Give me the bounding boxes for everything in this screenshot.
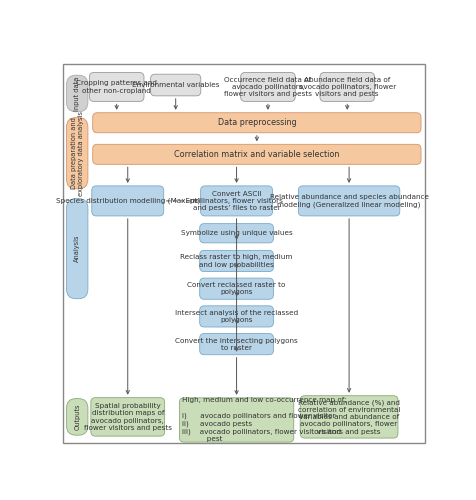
FancyBboxPatch shape: [93, 112, 421, 133]
FancyBboxPatch shape: [89, 72, 144, 102]
FancyBboxPatch shape: [200, 334, 274, 354]
FancyBboxPatch shape: [91, 398, 165, 436]
Text: Input data: Input data: [74, 76, 80, 110]
Text: Abundance field data of
avocado pollinators, flower
visitors and pests: Abundance field data of avocado pollinat…: [298, 76, 396, 97]
Text: Relative abundance (%) and
correlation of environmental
variables and abundance : Relative abundance (%) and correlation o…: [298, 399, 400, 434]
Text: Species distribution modelling (MaxEnt): Species distribution modelling (MaxEnt): [56, 198, 200, 204]
Text: Relative abundance and species abundance
modeling (Generalized linear modeling): Relative abundance and species abundance…: [269, 194, 428, 208]
Text: Convert ASCII
pollinators, flower visitors
and pests’ files to raster: Convert ASCII pollinators, flower visito…: [190, 190, 283, 211]
FancyBboxPatch shape: [67, 398, 88, 435]
FancyBboxPatch shape: [67, 75, 88, 112]
FancyBboxPatch shape: [241, 72, 295, 102]
FancyBboxPatch shape: [93, 144, 421, 165]
Text: Data preparation and
exploratory data analysis: Data preparation and exploratory data an…: [71, 110, 84, 196]
Text: Reclass raster to high, medium
and low probabilities: Reclass raster to high, medium and low p…: [180, 254, 293, 268]
Text: Convert reclassed raster to
polygons: Convert reclassed raster to polygons: [188, 282, 286, 296]
Text: Occurrence field data of
avocado pollinators,
flower visitors and pests: Occurrence field data of avocado pollina…: [224, 76, 312, 97]
Text: Symbolize using unique values: Symbolize using unique values: [181, 230, 292, 236]
FancyBboxPatch shape: [150, 74, 201, 96]
FancyBboxPatch shape: [67, 118, 88, 189]
Text: High, medium and low co-occurrence map of;

i)      avocado pollinators and flow: High, medium and low co-occurrence map o…: [182, 398, 347, 442]
Text: Outputs: Outputs: [74, 404, 80, 430]
Text: Cropping patterns and
other non-cropland: Cropping patterns and other non-cropland: [76, 80, 157, 94]
Text: Spatial probability
distribution maps of
avocado pollinators,
flower visitors an: Spatial probability distribution maps of…: [84, 403, 172, 431]
FancyBboxPatch shape: [200, 278, 274, 299]
Text: Convert the intersecting polygons
to raster: Convert the intersecting polygons to ras…: [175, 338, 298, 351]
FancyBboxPatch shape: [200, 250, 274, 272]
Text: Data preprocessing: Data preprocessing: [218, 118, 296, 128]
Text: Correlation matrix and variable selection: Correlation matrix and variable selectio…: [174, 150, 339, 159]
FancyBboxPatch shape: [200, 186, 273, 216]
FancyBboxPatch shape: [200, 224, 274, 243]
Text: Environmental variables: Environmental variables: [132, 82, 219, 88]
FancyBboxPatch shape: [92, 186, 164, 216]
FancyBboxPatch shape: [298, 186, 400, 216]
Text: Analysis: Analysis: [74, 235, 80, 262]
FancyBboxPatch shape: [300, 396, 398, 438]
FancyBboxPatch shape: [320, 72, 375, 102]
FancyBboxPatch shape: [200, 306, 274, 327]
FancyBboxPatch shape: [67, 198, 88, 298]
FancyBboxPatch shape: [179, 398, 294, 442]
Text: Intersect analysis of the reclassed
polygons: Intersect analysis of the reclassed poly…: [175, 310, 298, 323]
